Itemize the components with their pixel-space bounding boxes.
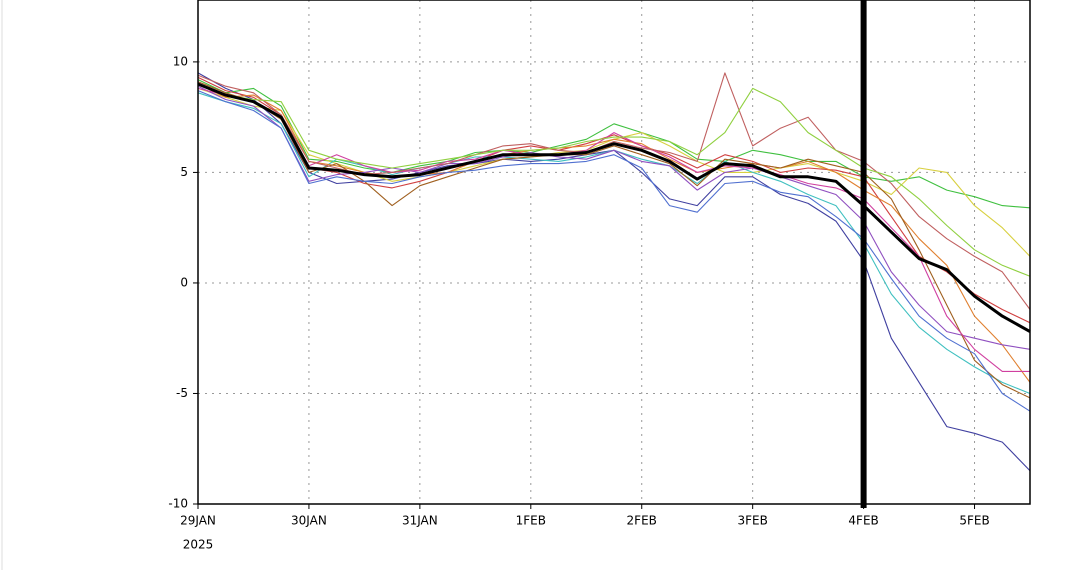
x-tick-label: 4FEB [848,514,878,528]
member-line [197,83,1031,383]
y-tick-label: 0 [180,275,188,289]
x-tick-label: 3FEB [737,514,767,528]
x-tick-label: 29JAN [180,514,216,528]
member-line [197,90,1031,412]
member-line [197,79,1031,209]
member-line [197,85,1031,350]
member-line [197,81,1031,399]
x-tick-label: 2FEB [627,514,657,528]
y-tick-label: 5 [180,165,188,179]
x-tick-label: 30JAN [291,514,327,528]
member-line [197,76,1031,324]
x-tick-label: 1FEB [516,514,546,528]
x-year-label: 2025 [183,538,214,552]
mean-line [197,82,1031,333]
member-line [197,87,1030,372]
x-tick-label: 5FEB [959,514,989,528]
plot-frame [197,0,1031,505]
y-tick-label: 10 [173,54,188,68]
x-tick-label: 31JAN [402,514,438,528]
member-line [197,83,1031,277]
y-tick-label: -10 [168,497,188,511]
y-tick-label: -5 [176,386,188,400]
member-line [197,72,1031,310]
